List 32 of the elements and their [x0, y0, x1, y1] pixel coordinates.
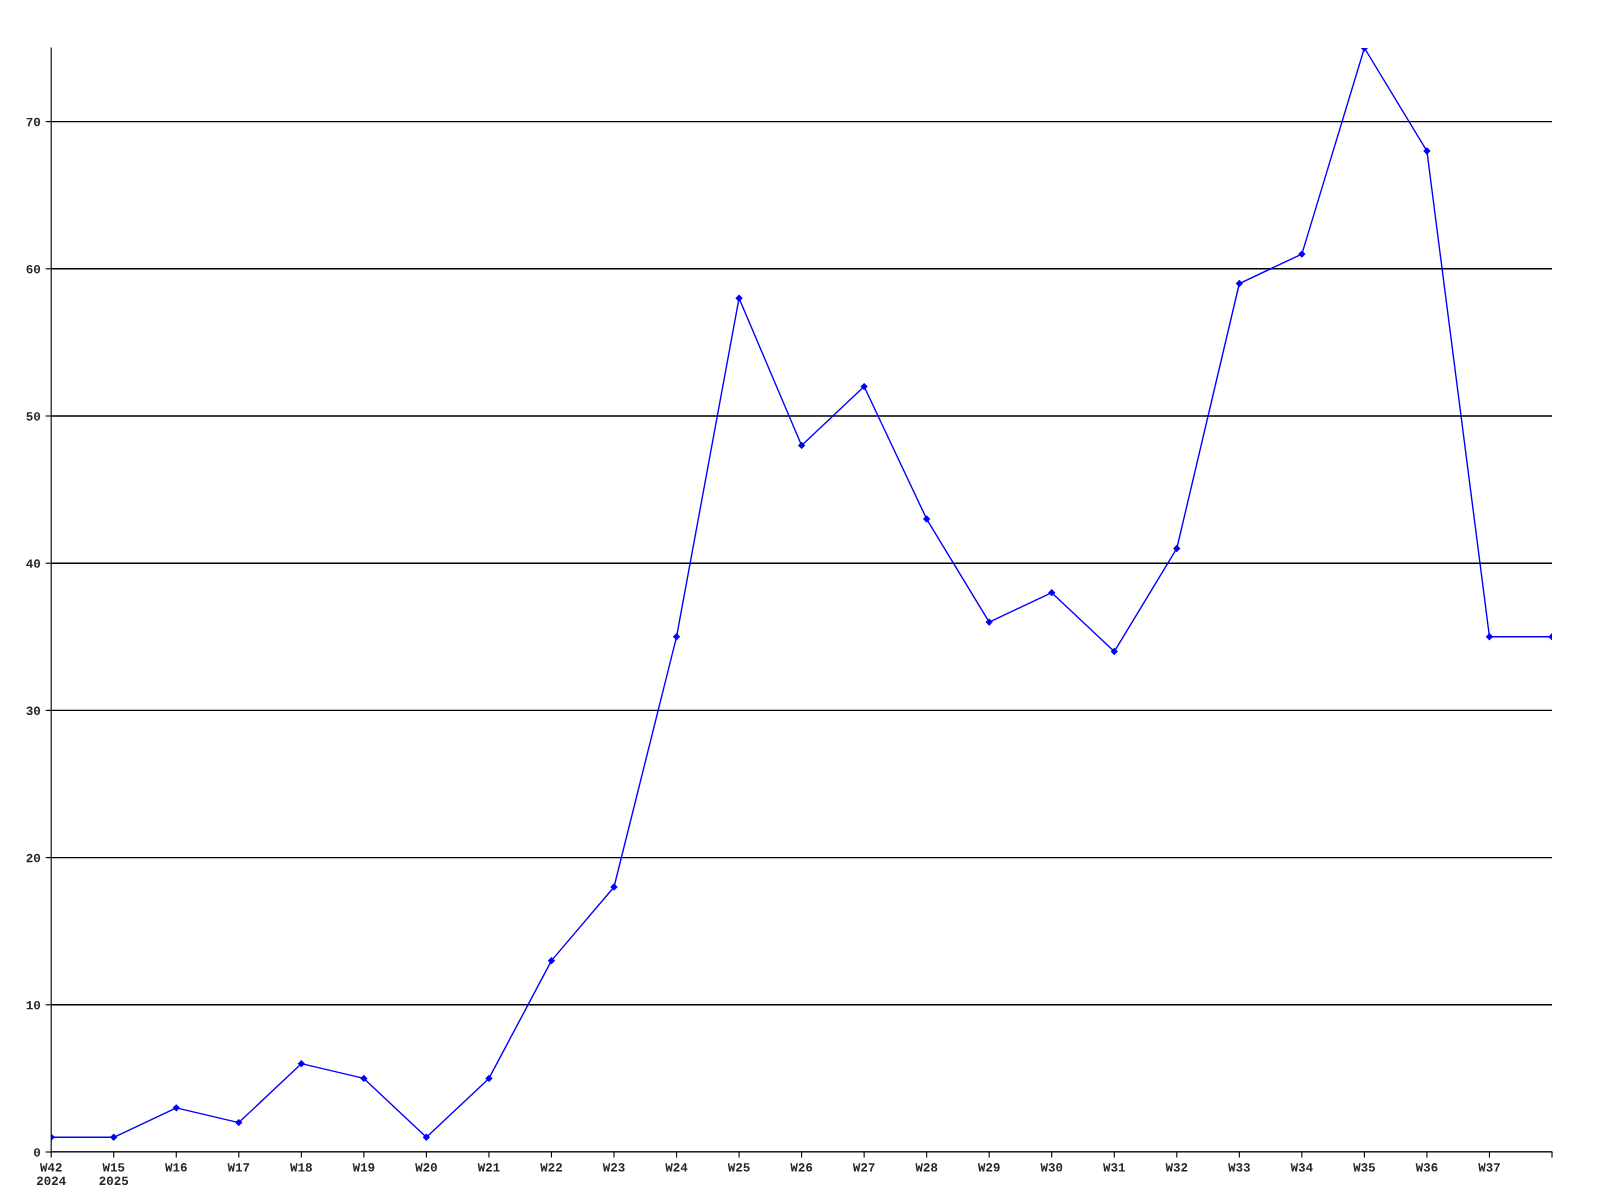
x-tick-label: W32 — [1165, 1163, 1188, 1172]
x-tick-label: W29 — [977, 1163, 1000, 1172]
x-tick-label: W21 — [477, 1163, 500, 1172]
x-tick-label: W26 — [790, 1163, 813, 1172]
x-tick-label: W37 — [1478, 1163, 1500, 1172]
x-tick-label: W15 2025 — [99, 1163, 129, 1186]
y-tick-label: 10 — [26, 1000, 41, 1010]
x-tick-label: W22 — [540, 1163, 562, 1172]
y-tick-label: 60 — [26, 264, 41, 274]
x-tick-label: W25 — [727, 1163, 750, 1172]
x-tick-label: W42 2024 — [36, 1163, 66, 1186]
y-tick-label: 40 — [26, 559, 41, 568]
y-tick-label: 50 — [26, 412, 41, 421]
x-tick-label: W17 — [227, 1163, 250, 1172]
y-tick-label: 20 — [26, 853, 41, 863]
x-tick-label: W27 — [852, 1163, 875, 1172]
x-tick-label: W19 — [352, 1163, 375, 1172]
y-tick-label: 0 — [34, 1148, 41, 1157]
x-tick-label: W33 — [1228, 1163, 1250, 1172]
x-tick-label: W20 — [415, 1163, 437, 1172]
x-tick-label: W28 — [915, 1163, 938, 1172]
x-tick-label: W18 — [290, 1163, 312, 1172]
y-tick-label: 70 — [26, 117, 41, 127]
x-tick-label: W35 — [1353, 1163, 1375, 1172]
x-tick-label: W23 — [602, 1163, 625, 1172]
y-tick-label: 30 — [26, 706, 41, 716]
x-tick-label: W36 — [1415, 1163, 1438, 1172]
x-tick-label: W30 — [1040, 1163, 1063, 1172]
x-tick-label: W24 — [665, 1163, 688, 1172]
x-tick-label: W31 — [1103, 1163, 1125, 1172]
x-tick-label: W16 — [165, 1163, 187, 1172]
x-tick-label: W34 — [1290, 1163, 1313, 1172]
